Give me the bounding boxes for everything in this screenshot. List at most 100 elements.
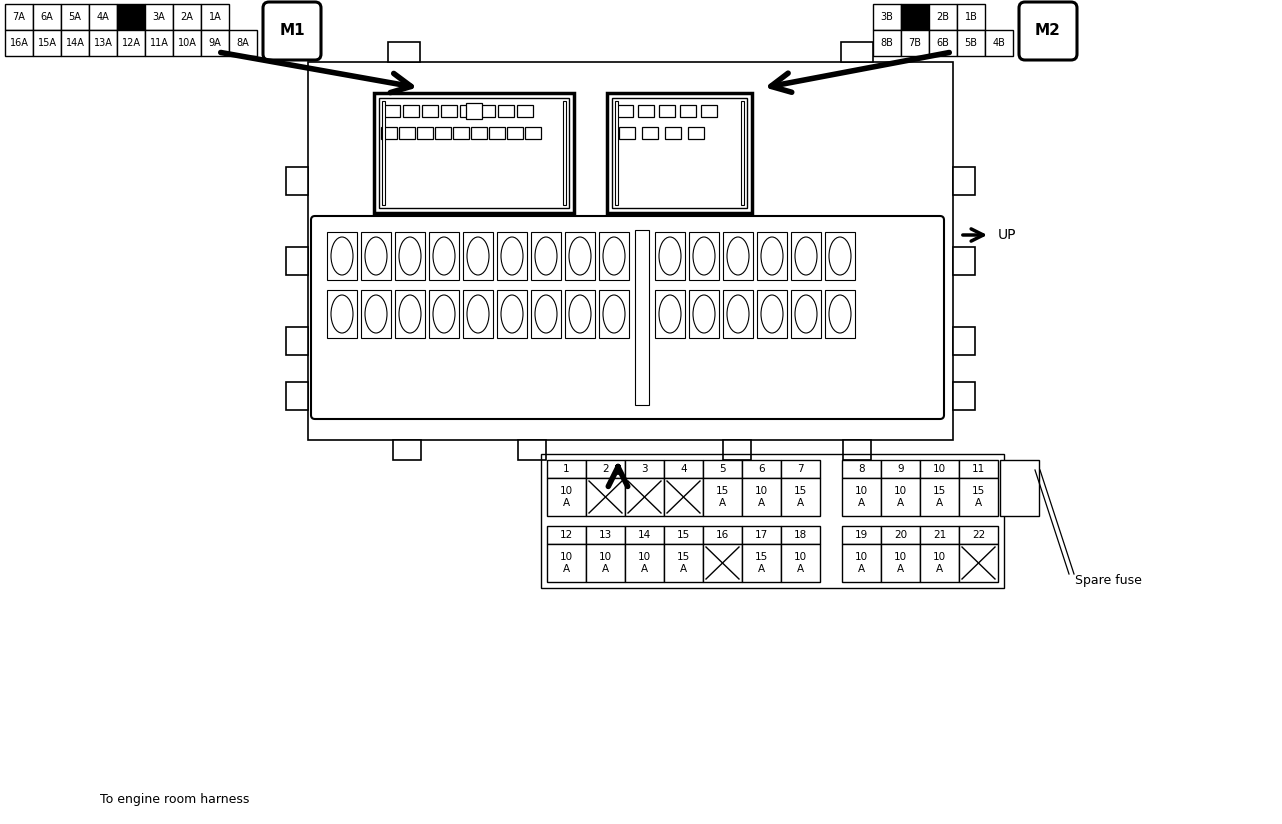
Text: 4B: 4B <box>992 38 1005 48</box>
Text: 2A: 2A <box>181 12 194 22</box>
Text: 18: 18 <box>794 530 808 540</box>
Bar <box>586 478 626 516</box>
Ellipse shape <box>433 295 455 333</box>
Bar <box>703 544 742 582</box>
Bar <box>465 103 482 119</box>
Bar <box>873 4 901 30</box>
Bar <box>920 478 959 516</box>
Bar <box>679 105 696 117</box>
Bar <box>88 4 117 30</box>
Bar <box>842 544 881 582</box>
Text: 4: 4 <box>681 464 687 474</box>
Bar <box>626 460 664 478</box>
Text: 6A: 6A <box>41 12 54 22</box>
Ellipse shape <box>535 295 556 333</box>
Bar <box>497 232 527 280</box>
Bar <box>497 290 527 338</box>
Bar <box>379 98 569 208</box>
Bar <box>117 30 145 56</box>
Ellipse shape <box>331 295 353 333</box>
Bar <box>881 526 920 544</box>
Text: 10: 10 <box>933 464 946 474</box>
Text: 15
A: 15 A <box>933 486 946 508</box>
Text: 13: 13 <box>599 530 612 540</box>
Text: 10
A: 10 A <box>855 552 868 574</box>
Bar <box>642 127 658 139</box>
Bar <box>286 247 308 275</box>
Bar <box>5 30 33 56</box>
Bar <box>470 127 487 139</box>
Bar <box>435 127 451 139</box>
Bar <box>229 30 256 56</box>
Ellipse shape <box>331 237 353 275</box>
Text: 7B: 7B <box>909 38 922 48</box>
Ellipse shape <box>365 237 387 275</box>
Bar <box>659 105 676 117</box>
Bar <box>5 4 33 30</box>
Text: 15
A: 15 A <box>677 552 690 574</box>
Text: 5: 5 <box>719 464 726 474</box>
Bar <box>956 30 985 56</box>
Bar <box>488 127 505 139</box>
Bar <box>742 526 781 544</box>
Bar <box>756 232 787 280</box>
Bar <box>388 42 420 62</box>
Text: 11: 11 <box>972 464 985 474</box>
Ellipse shape <box>829 237 851 275</box>
Bar <box>655 290 685 338</box>
Text: 10
A: 10 A <box>855 486 868 508</box>
Bar <box>395 290 426 338</box>
Bar <box>33 30 62 56</box>
Bar <box>417 127 433 139</box>
Text: 3A: 3A <box>153 12 165 22</box>
Bar <box>422 105 438 117</box>
Bar <box>286 327 308 355</box>
Bar <box>703 478 742 516</box>
Bar <box>286 382 308 410</box>
Bar <box>460 105 476 117</box>
Bar <box>920 526 959 544</box>
Bar <box>723 232 753 280</box>
Bar <box>399 127 415 139</box>
Bar <box>497 105 514 117</box>
Text: 3B: 3B <box>881 12 894 22</box>
Text: 10
A: 10 A <box>755 486 768 508</box>
Ellipse shape <box>603 237 626 275</box>
Bar <box>841 42 873 62</box>
Bar <box>842 478 881 516</box>
Bar <box>586 460 626 478</box>
Ellipse shape <box>727 295 749 333</box>
Bar <box>742 544 781 582</box>
Text: 2: 2 <box>603 464 609 474</box>
Ellipse shape <box>535 237 556 275</box>
Bar <box>62 4 88 30</box>
Bar <box>842 526 881 544</box>
FancyBboxPatch shape <box>263 2 320 60</box>
Bar <box>688 127 704 139</box>
Bar <box>881 478 920 516</box>
Text: 8A: 8A <box>237 38 250 48</box>
Bar <box>547 544 586 582</box>
Bar <box>956 4 985 30</box>
Bar <box>756 290 787 338</box>
Bar <box>959 544 997 582</box>
Bar <box>327 232 356 280</box>
Text: 5B: 5B <box>964 38 977 48</box>
Ellipse shape <box>365 295 387 333</box>
Bar <box>565 232 595 280</box>
Bar <box>547 478 586 516</box>
Text: 15: 15 <box>677 530 690 540</box>
Text: 15
A: 15 A <box>972 486 985 508</box>
Text: 6: 6 <box>758 464 765 474</box>
Bar <box>615 101 618 205</box>
Bar <box>286 167 308 195</box>
Bar <box>781 544 820 582</box>
Text: 11A: 11A <box>150 38 168 48</box>
Bar <box>394 440 420 460</box>
Text: 16A: 16A <box>9 38 28 48</box>
Bar <box>844 440 870 460</box>
Bar <box>881 544 920 582</box>
Bar <box>664 478 703 516</box>
Bar <box>791 290 820 338</box>
Ellipse shape <box>399 237 420 275</box>
